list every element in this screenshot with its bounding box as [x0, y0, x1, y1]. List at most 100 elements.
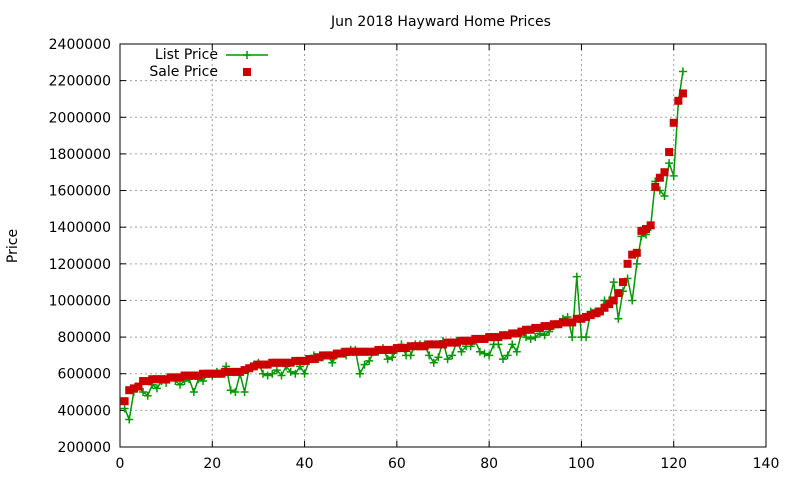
list-price-point: [226, 386, 235, 395]
sale-price-series: [120, 89, 687, 406]
sale-price-point: [314, 353, 323, 362]
sale-price-point: [305, 355, 314, 364]
sale-price-point: [558, 318, 567, 327]
list-price-point: [628, 296, 637, 305]
list-price-point: [120, 404, 129, 413]
list-price-point: [522, 333, 531, 342]
sale-price-point: [120, 397, 129, 406]
list-price-point: [434, 353, 443, 362]
sale-price-point: [582, 312, 591, 321]
sale-price-point: [517, 327, 526, 336]
sale-price-point: [600, 303, 609, 312]
sale-price-point: [217, 369, 226, 378]
sale-price-point: [162, 375, 171, 384]
sale-price-point: [208, 369, 217, 378]
legend-list-price-label: List Price: [155, 47, 218, 63]
sale-price-point: [586, 311, 595, 320]
y-tick-label: 400000: [58, 403, 111, 419]
sale-price-point: [651, 182, 660, 191]
sale-price-point: [526, 325, 535, 334]
list-price-point: [429, 358, 438, 367]
sale-price-point: [392, 344, 401, 353]
list-price-point: [259, 369, 268, 378]
sale-price-point: [369, 347, 378, 356]
sale-price-point: [637, 226, 646, 235]
list-price-point: [139, 388, 148, 397]
list-price-point: [512, 347, 521, 356]
y-tick-label: 1200000: [49, 257, 111, 273]
y-tick-label: 800000: [58, 330, 111, 346]
sale-price-point: [494, 333, 503, 342]
x-tick-label: 140: [753, 456, 780, 472]
sale-price-point: [282, 358, 291, 367]
list-price-point: [526, 334, 535, 343]
sale-price-point: [443, 338, 452, 347]
sale-price-point: [295, 356, 304, 365]
y-tick-label: 2000000: [49, 110, 111, 126]
list-price-point: [240, 388, 249, 397]
sale-price-point: [125, 386, 134, 395]
list-price-point: [494, 340, 503, 349]
y-tick-label: 2200000: [49, 74, 111, 90]
y-axis-label: Price: [5, 229, 21, 263]
sale-price-point: [388, 345, 397, 354]
sale-price-point: [549, 320, 558, 329]
list-price-point: [388, 353, 397, 362]
sale-price-point: [365, 347, 374, 356]
legend-sale-price-label: Sale Price: [149, 64, 218, 80]
sale-price-point: [535, 323, 544, 332]
y-axis-ticks: 200000 400000 600000 800000 1000000 1200000 14…: [49, 37, 766, 456]
sale-price-point: [351, 347, 360, 356]
sale-price-point: [665, 148, 674, 157]
list-price-point: [475, 347, 484, 356]
sale-price-point: [531, 323, 540, 332]
sale-price-point: [152, 375, 161, 384]
list-price-point: [582, 333, 591, 342]
list-price-line: [123, 71, 684, 423]
sale-price-point: [489, 333, 498, 342]
list-price-point: [540, 331, 549, 340]
list-price-point: [448, 351, 457, 360]
sale-price-point: [259, 360, 268, 369]
sale-price-point: [263, 360, 272, 369]
list-price-point: [199, 377, 208, 386]
list-price-point: [614, 314, 623, 323]
list-price-point: [443, 355, 452, 364]
sale-price-point: [222, 367, 231, 376]
y-tick-label: 200000: [58, 440, 111, 456]
list-price-point: [360, 360, 369, 369]
sale-price-point: [143, 377, 152, 386]
sale-price-point: [346, 347, 355, 356]
sale-price-point: [646, 221, 655, 230]
list-price-point: [291, 369, 300, 378]
legend-sale-price-marker: [243, 68, 251, 76]
sale-price-point: [452, 338, 461, 347]
sale-price-point: [240, 366, 249, 375]
x-tick-label: 0: [116, 456, 125, 472]
y-tick-label: 1800000: [49, 147, 111, 163]
sale-price-point: [480, 334, 489, 343]
sale-price-point: [235, 367, 244, 376]
list-price-point: [531, 333, 540, 342]
list-price-point: [175, 380, 184, 389]
sale-price-point: [300, 356, 309, 365]
sale-price-point: [254, 360, 263, 369]
sale-price-point: [171, 373, 180, 382]
sale-price-point: [466, 336, 475, 345]
sale-price-point: [475, 334, 484, 343]
sale-price-point: [498, 331, 507, 340]
sale-price-point: [674, 96, 683, 105]
sale-price-point: [166, 373, 175, 382]
sale-price-point: [628, 250, 637, 259]
list-price-point: [457, 347, 466, 356]
legend-list-price-swatch: [226, 51, 268, 59]
plot-border: [119, 43, 767, 448]
sale-price-point: [568, 318, 577, 327]
sale-price-point: [383, 345, 392, 354]
sale-price-point: [397, 344, 406, 353]
sale-price-point: [406, 342, 415, 351]
sale-price-point: [522, 325, 531, 334]
sale-price-point: [379, 345, 388, 354]
list-price-point: [609, 278, 618, 287]
sale-price-point: [572, 314, 581, 323]
